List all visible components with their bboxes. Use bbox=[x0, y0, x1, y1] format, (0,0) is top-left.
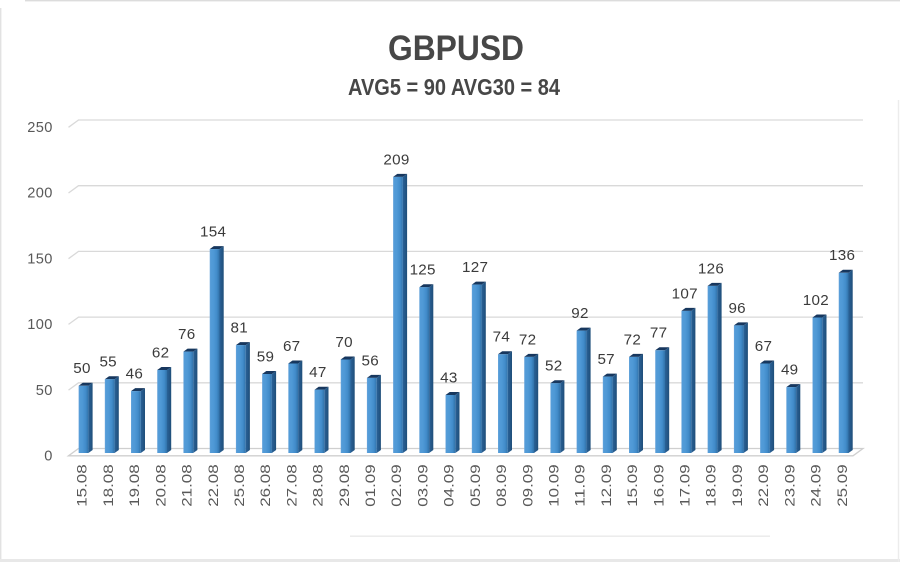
svg-text:28.08: 28.08 bbox=[311, 464, 326, 507]
svg-text:92: 92 bbox=[571, 305, 589, 322]
svg-text:25.09: 25.09 bbox=[835, 464, 850, 507]
svg-text:154: 154 bbox=[200, 224, 226, 241]
svg-text:17.09: 17.09 bbox=[678, 464, 693, 507]
svg-text:24.09: 24.09 bbox=[809, 464, 824, 507]
svg-text:67: 67 bbox=[755, 338, 773, 355]
svg-text:26.08: 26.08 bbox=[258, 464, 273, 507]
svg-text:15.09: 15.09 bbox=[625, 464, 640, 507]
svg-text:46: 46 bbox=[126, 366, 144, 383]
svg-text:125: 125 bbox=[410, 262, 436, 279]
svg-text:59: 59 bbox=[257, 348, 275, 365]
svg-text:25.08: 25.08 bbox=[232, 464, 247, 507]
svg-text:96: 96 bbox=[728, 300, 746, 317]
svg-text:21.08: 21.08 bbox=[180, 464, 195, 507]
svg-text:72: 72 bbox=[624, 331, 642, 348]
svg-text:56: 56 bbox=[362, 352, 380, 369]
svg-text:107: 107 bbox=[672, 285, 698, 302]
svg-text:04.09: 04.09 bbox=[442, 464, 457, 507]
svg-text:50: 50 bbox=[36, 383, 53, 399]
svg-text:62: 62 bbox=[152, 344, 170, 361]
svg-text:16.09: 16.09 bbox=[651, 464, 666, 507]
svg-text:AVG5 = 90 AVG30 = 84: AVG5 = 90 AVG30 = 84 bbox=[348, 74, 560, 100]
svg-text:126: 126 bbox=[698, 260, 724, 277]
svg-text:20.08: 20.08 bbox=[153, 464, 168, 507]
svg-text:74: 74 bbox=[493, 329, 511, 346]
svg-text:136: 136 bbox=[829, 247, 855, 264]
svg-text:23.09: 23.09 bbox=[782, 464, 797, 507]
svg-text:52: 52 bbox=[545, 358, 563, 375]
svg-text:127: 127 bbox=[462, 259, 488, 276]
svg-text:102: 102 bbox=[803, 292, 829, 309]
svg-text:43: 43 bbox=[440, 369, 458, 386]
svg-text:150: 150 bbox=[27, 251, 53, 267]
svg-text:22.09: 22.09 bbox=[756, 464, 771, 507]
svg-text:76: 76 bbox=[178, 326, 196, 343]
svg-text:0: 0 bbox=[44, 449, 53, 465]
svg-text:01.09: 01.09 bbox=[363, 464, 378, 507]
svg-text:70: 70 bbox=[335, 334, 353, 351]
svg-text:250: 250 bbox=[27, 120, 53, 136]
svg-text:08.09: 08.09 bbox=[494, 464, 509, 507]
svg-text:03.09: 03.09 bbox=[415, 464, 430, 507]
svg-text:22.08: 22.08 bbox=[206, 464, 221, 507]
svg-text:09.09: 09.09 bbox=[520, 464, 535, 507]
svg-text:77: 77 bbox=[650, 325, 668, 342]
svg-text:100: 100 bbox=[27, 317, 53, 333]
svg-text:49: 49 bbox=[781, 362, 799, 379]
svg-text:15.08: 15.08 bbox=[75, 464, 90, 507]
svg-text:209: 209 bbox=[383, 151, 409, 168]
svg-text:200: 200 bbox=[27, 186, 53, 202]
svg-text:57: 57 bbox=[597, 351, 615, 368]
svg-text:50: 50 bbox=[73, 360, 91, 377]
svg-text:05.09: 05.09 bbox=[468, 464, 483, 507]
svg-text:02.09: 02.09 bbox=[389, 464, 404, 507]
svg-text:47: 47 bbox=[309, 364, 327, 381]
svg-text:55: 55 bbox=[99, 354, 117, 371]
svg-text:11.09: 11.09 bbox=[573, 464, 588, 507]
svg-text:19.09: 19.09 bbox=[730, 464, 745, 507]
svg-text:10.09: 10.09 bbox=[547, 464, 562, 507]
svg-text:27.08: 27.08 bbox=[284, 464, 299, 507]
svg-text:72: 72 bbox=[519, 331, 537, 348]
svg-text:67: 67 bbox=[283, 338, 301, 355]
svg-text:18.08: 18.08 bbox=[101, 464, 116, 507]
svg-text:12.09: 12.09 bbox=[599, 464, 614, 507]
svg-text:18.09: 18.09 bbox=[704, 464, 719, 507]
svg-text:81: 81 bbox=[231, 320, 249, 337]
svg-text:GBPUSD: GBPUSD bbox=[388, 29, 524, 68]
svg-text:29.08: 29.08 bbox=[337, 464, 352, 507]
svg-text:19.08: 19.08 bbox=[127, 464, 142, 507]
